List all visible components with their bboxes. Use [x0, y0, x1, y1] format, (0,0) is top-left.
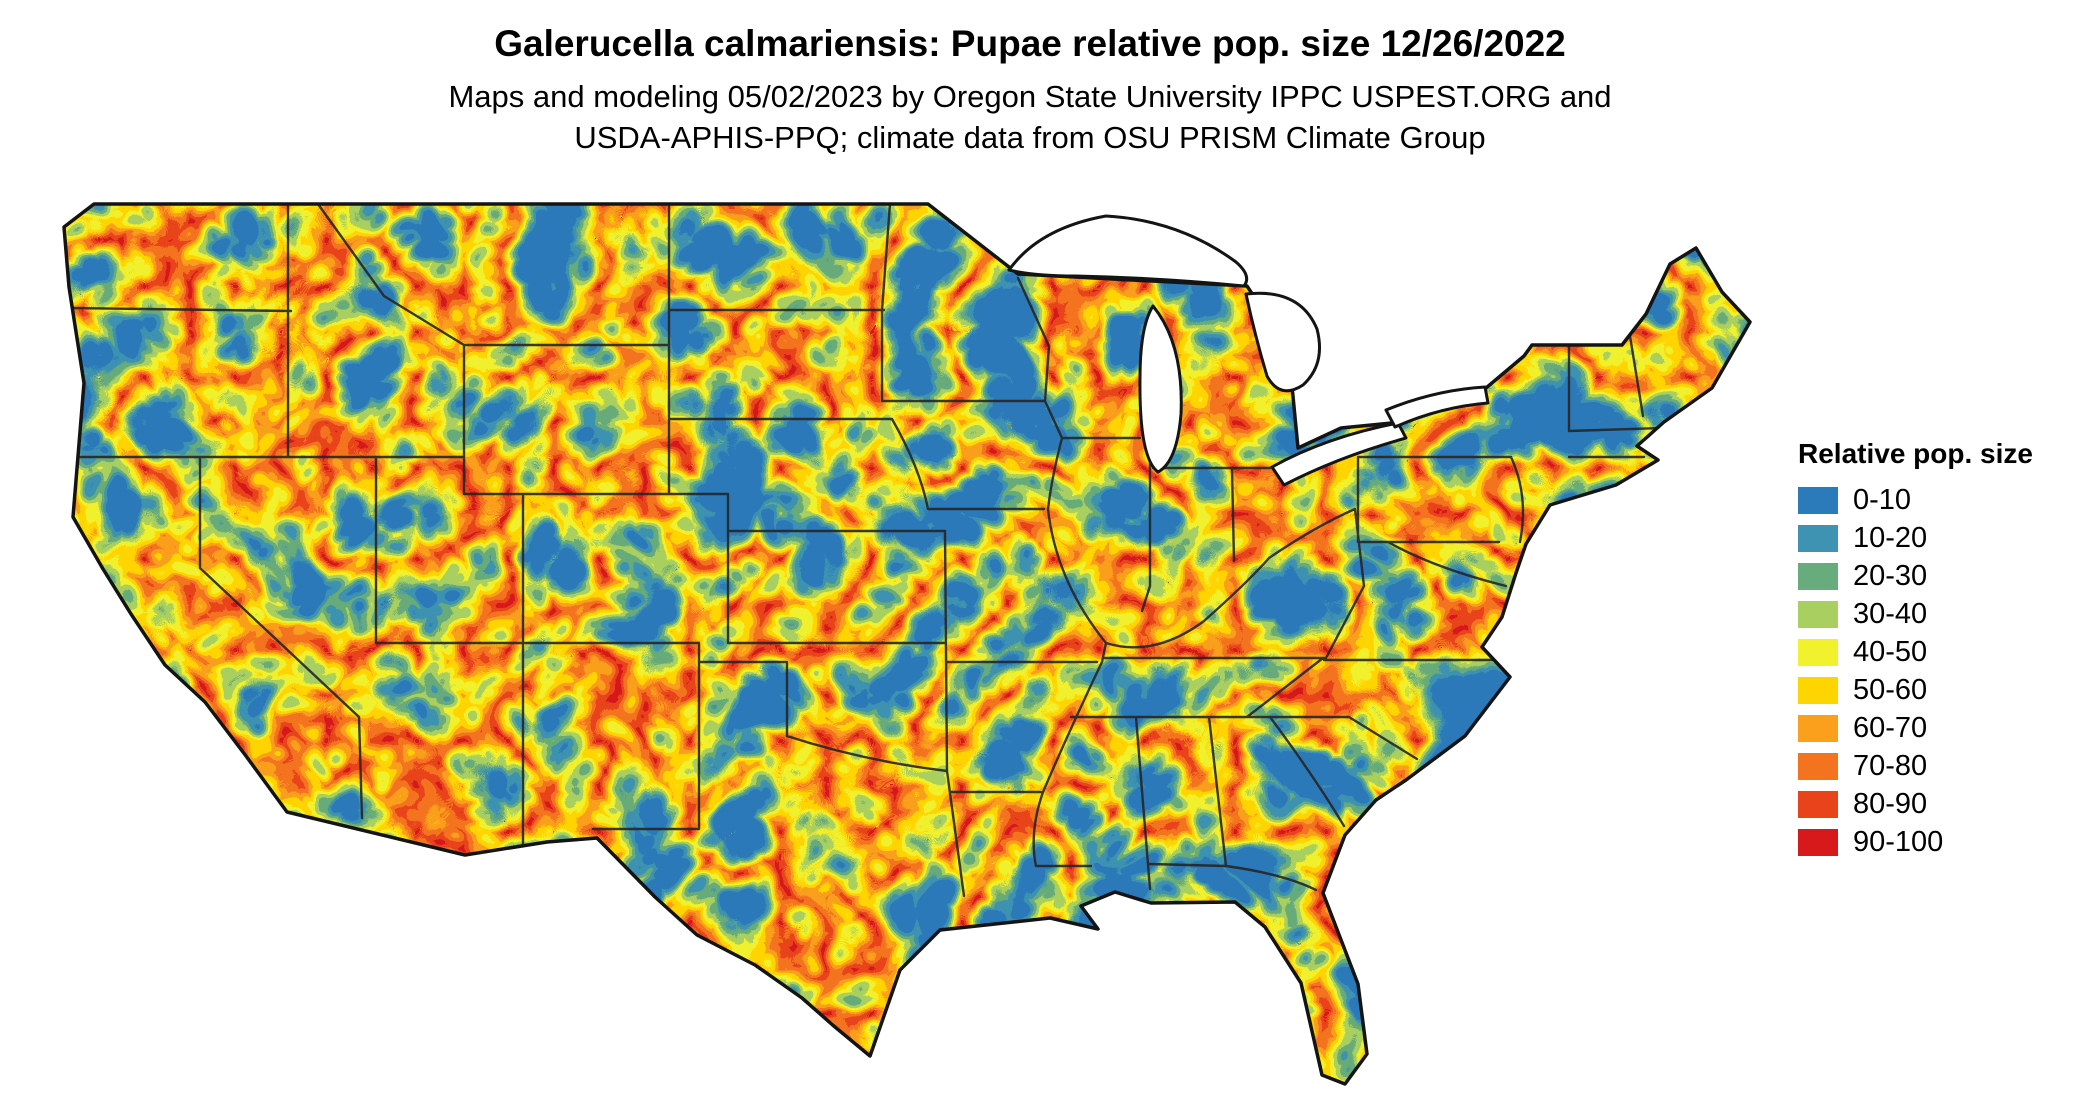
legend-swatch	[1798, 601, 1838, 628]
legend-item-label: 90-100	[1853, 826, 1944, 858]
page-title: Galerucella calmariensis: Pupae relative…	[494, 23, 1566, 64]
legend-swatch	[1798, 563, 1838, 590]
legend-swatch	[1798, 791, 1838, 818]
legend-swatch	[1798, 715, 1838, 742]
header: Galerucella calmariensis: Pupae relative…	[0, 22, 2060, 158]
lake-michigan	[1138, 304, 1183, 474]
subtitle-line-1: Maps and modeling 05/02/2023 by Oregon S…	[448, 79, 1612, 114]
legend-item-label: 70-80	[1853, 750, 1928, 782]
legend-item: 0-10	[1798, 486, 2088, 515]
lake-erie	[1270, 421, 1408, 487]
legend-item: 90-100	[1798, 828, 2088, 857]
lake-huron	[1244, 291, 1321, 393]
legend-item: 60-70	[1798, 714, 2088, 743]
legend-swatch	[1798, 487, 1838, 514]
legend-items: 0-10 10-20 20-30 30-40 40-50 50-60 60-70…	[1798, 486, 2088, 857]
great-lakes	[1007, 214, 1490, 487]
legend-swatch	[1798, 677, 1838, 704]
legend-swatch	[1798, 639, 1838, 666]
legend-item-label: 50-60	[1853, 674, 1928, 706]
legend-swatch	[1798, 753, 1838, 780]
legend-item-label: 80-90	[1853, 788, 1928, 820]
lake-ontario	[1384, 385, 1490, 429]
legend-item-label: 0-10	[1853, 484, 1912, 516]
map-area	[54, 196, 1754, 1092]
legend-item-label: 10-20	[1853, 522, 1928, 554]
us-map	[62, 202, 1752, 1086]
lake-superior	[1007, 214, 1249, 288]
legend-swatch	[1798, 525, 1838, 552]
legend-swatch	[1798, 829, 1838, 856]
legend-item-label: 30-40	[1853, 598, 1928, 630]
legend-title: Relative pop. size	[1798, 438, 2033, 469]
state-borders	[70, 204, 1664, 898]
legend-item-label: 20-30	[1853, 560, 1928, 592]
legend-item: 80-90	[1798, 790, 2088, 819]
legend-item: 50-60	[1798, 676, 2088, 705]
us-outline	[62, 202, 1752, 1086]
legend-item-label: 40-50	[1853, 636, 1928, 668]
legend-item: 40-50	[1798, 638, 2088, 667]
subtitle-line-2: USDA-APHIS-PPQ; climate data from OSU PR…	[574, 120, 1486, 155]
legend-item: 30-40	[1798, 600, 2088, 629]
population-raster	[64, 204, 1750, 1084]
legend-item-label: 60-70	[1853, 712, 1928, 744]
legend-item: 20-30	[1798, 562, 2088, 591]
legend-item: 70-80	[1798, 752, 2088, 781]
legend: Relative pop. size 0-10 10-20 20-30 30-4…	[1798, 438, 2088, 866]
page-subtitle: Maps and modeling 05/02/2023 by Oregon S…	[0, 76, 2060, 158]
legend-item: 10-20	[1798, 524, 2088, 553]
